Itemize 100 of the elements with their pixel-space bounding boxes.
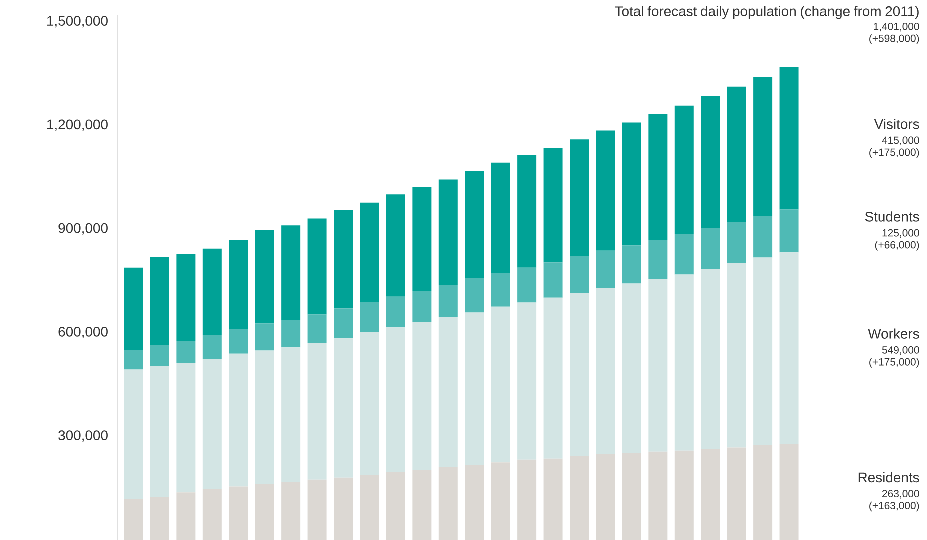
bar — [727, 86, 746, 222]
bar — [150, 366, 170, 497]
text: 125,000 — [882, 229, 920, 238]
bar — [701, 228, 720, 269]
bar — [701, 96, 720, 228]
bar — [176, 340, 196, 363]
bar — [229, 240, 248, 329]
bar — [438, 180, 458, 285]
bar — [674, 234, 694, 274]
text: Residents — [858, 472, 920, 482]
bar — [202, 248, 222, 335]
bar — [780, 67, 799, 210]
bar — [648, 114, 668, 240]
bar — [780, 444, 799, 540]
bar — [282, 482, 301, 540]
bar — [229, 354, 248, 487]
bar — [596, 250, 616, 288]
bar — [596, 454, 616, 540]
bar — [754, 258, 773, 446]
bar — [780, 210, 799, 252]
bar — [412, 322, 432, 470]
bar — [491, 306, 510, 462]
text: (+175,000) — [870, 358, 920, 368]
bar — [570, 456, 590, 540]
bar — [176, 254, 196, 341]
bar — [596, 288, 616, 454]
bar — [518, 302, 537, 460]
bar — [386, 327, 406, 472]
bar — [255, 324, 274, 350]
bar — [334, 210, 354, 308]
bar — [255, 350, 274, 484]
bar — [544, 148, 563, 262]
bar — [570, 256, 590, 293]
bar — [701, 268, 720, 450]
bar — [491, 272, 510, 307]
bar — [308, 314, 327, 343]
bar — [491, 462, 510, 540]
bar — [412, 187, 432, 292]
bar — [360, 332, 380, 475]
y-tick-label: 1,200,000 — [48, 120, 108, 132]
text: 549,000 — [882, 346, 920, 355]
bar — [622, 283, 642, 453]
chart-title: Total forecast daily population (change from 2011) — [615, 6, 919, 19]
bar — [124, 350, 144, 370]
y-tick-label: 300,000 — [58, 430, 108, 442]
bar — [202, 334, 222, 359]
bar — [701, 449, 720, 540]
bar — [308, 218, 327, 315]
bar — [518, 460, 537, 540]
bar — [780, 252, 799, 444]
bar — [360, 474, 380, 540]
bar — [648, 240, 668, 279]
bar — [360, 302, 380, 332]
bar — [229, 328, 248, 354]
text: Visitors — [874, 118, 920, 130]
bar — [176, 492, 196, 540]
bar — [229, 486, 248, 540]
text: (+163,000) — [870, 502, 920, 512]
bar — [282, 225, 301, 320]
bar — [412, 291, 432, 322]
bar — [491, 162, 510, 273]
bar — [465, 170, 484, 278]
bar — [622, 122, 642, 246]
bar — [438, 317, 458, 468]
bar — [386, 296, 406, 328]
bar — [727, 448, 746, 540]
bar — [176, 362, 196, 492]
bar — [308, 342, 327, 480]
bar — [202, 358, 222, 489]
bar — [570, 292, 590, 456]
bar — [648, 278, 668, 452]
bar — [465, 464, 484, 540]
bar — [570, 139, 590, 256]
text: (+66,000) — [875, 240, 920, 251]
bar — [438, 467, 458, 540]
bar — [648, 452, 668, 540]
bar — [674, 106, 694, 234]
bar — [150, 496, 170, 540]
bar — [465, 278, 484, 312]
text: Students — [865, 211, 920, 222]
y-tick-label: 900,000 — [58, 223, 108, 235]
bar — [438, 284, 458, 318]
y-tick-label: 600,000 — [58, 326, 108, 338]
text: (+598,000) — [870, 34, 920, 44]
text: 415,000 — [882, 136, 920, 146]
bar — [754, 445, 773, 540]
bar — [386, 472, 406, 540]
bar — [727, 222, 746, 263]
y-tick-label: 1,500,000 — [48, 16, 108, 28]
bar — [674, 274, 694, 451]
text: (+175,000) — [870, 148, 920, 158]
bar — [518, 154, 537, 268]
text: Workers — [868, 328, 920, 339]
bar — [360, 202, 380, 302]
bar — [334, 338, 354, 478]
bar — [465, 312, 484, 465]
text: 1,401,000 — [874, 22, 920, 32]
bar — [544, 458, 563, 540]
bar — [386, 194, 406, 297]
bar — [674, 450, 694, 540]
